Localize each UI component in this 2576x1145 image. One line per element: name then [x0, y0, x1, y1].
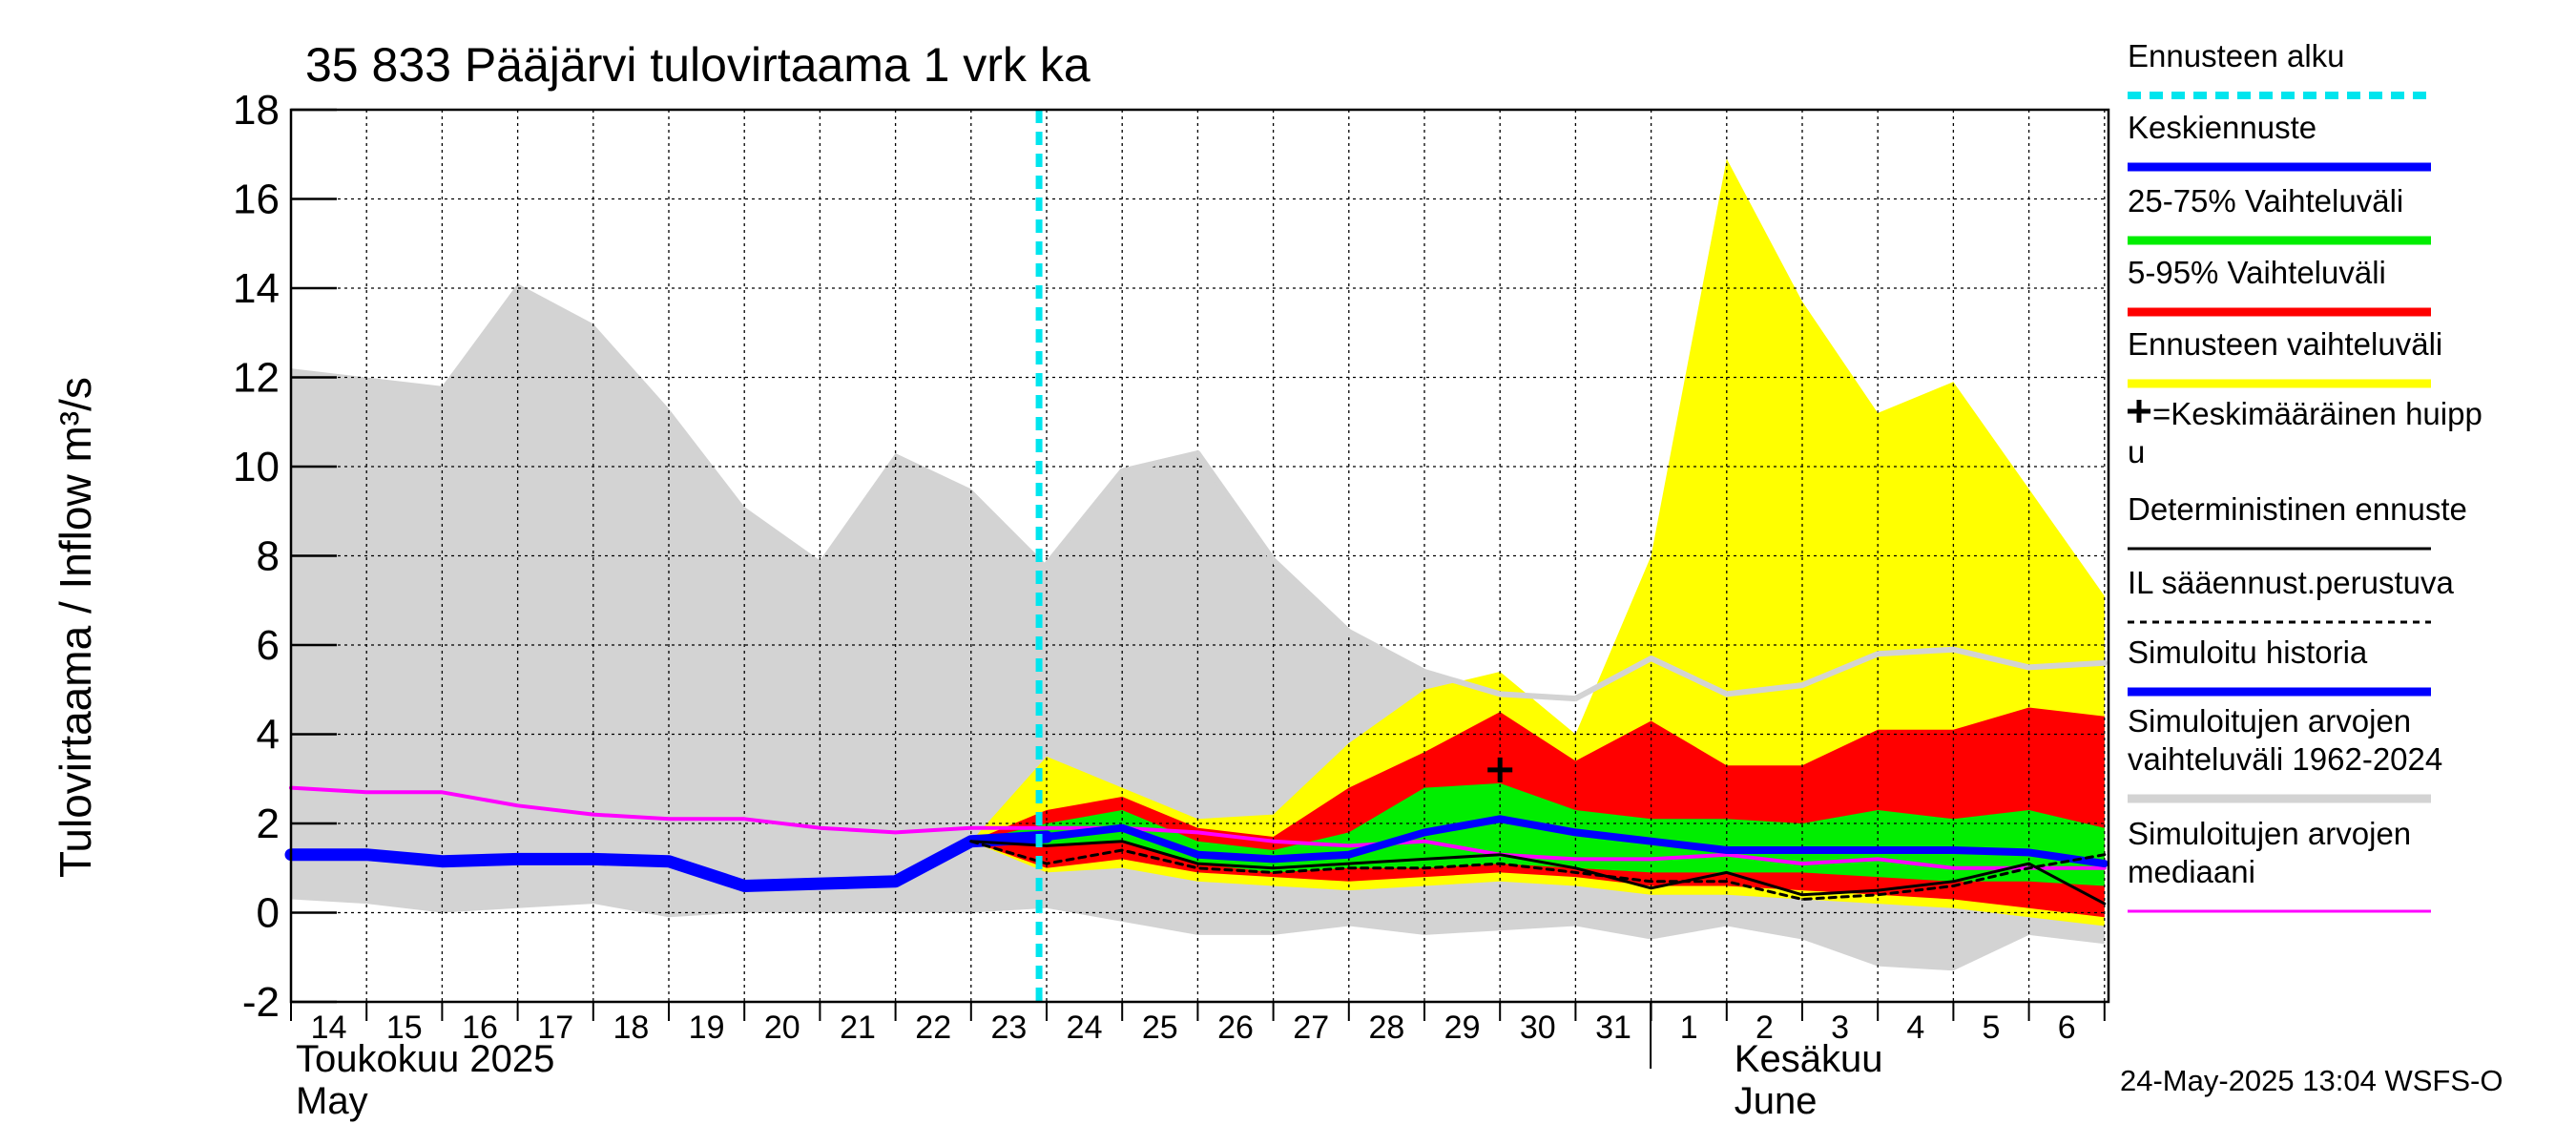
legend-item: Keskiennuste [2128, 110, 2431, 172]
x-tick-label: 6 [2058, 1010, 2076, 1046]
x-tick-label: 30 [1520, 1010, 1556, 1046]
legend-item: Ennusteen vaihteluväli [2128, 326, 2442, 388]
x-tick-label: 18 [613, 1010, 649, 1046]
x-tick-label: 19 [689, 1010, 725, 1046]
legend-item: Ennusteen alku [2128, 38, 2431, 99]
y-tick-label: 16 [233, 177, 280, 223]
x-tick-label: 2 [1755, 1010, 1774, 1046]
x-tick-label: 28 [1368, 1010, 1404, 1046]
chart-title: 35 833 Pääjärvi tulovirtaama 1 vrk ka [305, 38, 1091, 92]
y-tick-label: 8 [257, 533, 280, 580]
legend-label-line2: vaihteluväli 1962-2024 [2128, 741, 2442, 777]
x-tick-label: 4 [1906, 1010, 1924, 1046]
legend-label: Simuloitu historia [2128, 635, 2368, 670]
x-tick-label: 16 [462, 1010, 498, 1046]
month-label: Kesäkuu [1735, 1038, 1883, 1080]
x-tick-label: 5 [1983, 1010, 2001, 1046]
x-tick-label: 3 [1831, 1010, 1849, 1046]
y-tick-label: 2 [257, 801, 280, 847]
x-tick-label: 27 [1293, 1010, 1329, 1046]
legend-label-line2: mediaani [2128, 854, 2255, 889]
legend-item: Simuloitu historia [2128, 635, 2431, 697]
x-tick-label: 1 [1680, 1010, 1698, 1046]
legend-label: Ennusteen alku [2128, 38, 2345, 73]
y-axis-label: Tulovirtaama / Inflow m³/s [51, 377, 100, 878]
y-tick-label: 4 [257, 712, 280, 759]
x-tick-label: 14 [311, 1010, 347, 1046]
legend-label: 5-95% Vaihteluväli [2128, 255, 2386, 290]
legend-label: Deterministinen ennuste [2128, 491, 2467, 527]
legend-label: IL sääennust.perustuva [2128, 565, 2454, 600]
y-tick-label: 12 [233, 355, 280, 402]
legend-item: Deterministinen ennuste [2128, 491, 2467, 551]
month-label-english: June [1735, 1080, 1818, 1122]
median-line [289, 785, 2107, 870]
mean-forecast-line [1043, 815, 2109, 868]
x-tick-label: 22 [915, 1010, 951, 1046]
y-tick-label: -2 [242, 979, 280, 1026]
month-label: Toukokuu 2025 [296, 1038, 554, 1080]
legend-label: Simuloitujen arvojen [2128, 816, 2411, 851]
y-tick-label: 10 [233, 444, 280, 490]
legend-label: =Keskimääräinen huipp [2152, 396, 2483, 431]
simulated-range-upper-line [1044, 450, 2108, 702]
y-tick-label: 14 [233, 265, 280, 312]
x-tick-label: 26 [1217, 1010, 1254, 1046]
x-tick-label: 20 [764, 1010, 800, 1046]
legend-label: 25-75% Vaihteluväli [2128, 183, 2403, 219]
legend-label: Simuloitujen arvojen [2128, 703, 2411, 739]
x-tick-label: 24 [1067, 1010, 1103, 1046]
simulated-history-line [284, 830, 1053, 892]
x-tick-label: 21 [840, 1010, 876, 1046]
y-tick-label: 6 [257, 622, 280, 669]
deterministic-forecast-line [969, 840, 2107, 906]
x-tick-label: 25 [1142, 1010, 1178, 1046]
legend-item: IL sääennust.perustuva [2128, 565, 2454, 624]
il-forecast-line [969, 840, 2107, 901]
x-tick-label: 15 [386, 1010, 423, 1046]
legend-label: Keskiennuste [2128, 110, 2316, 145]
legend-label-line2: u [2128, 434, 2145, 469]
legend-item: 25-75% Vaihteluväli [2128, 183, 2431, 245]
legend: Ennusteen alku Keskiennuste 25-75% Vaihtel… [2128, 38, 2483, 913]
legend-item: 5-95% Vaihteluväli [2128, 255, 2431, 317]
peak-marker [1487, 757, 1513, 782]
y-tick-label: 0 [257, 890, 280, 937]
y-tick-label: 18 [233, 87, 280, 134]
footer-timestamp: 24-May-2025 13:04 WSFS-O [2120, 1064, 2503, 1097]
month-label-english: May [296, 1080, 368, 1122]
x-tick-label: 17 [537, 1010, 573, 1046]
legend-marker [2128, 400, 2150, 423]
x-tick-label: 31 [1595, 1010, 1631, 1046]
x-tick-label: 29 [1444, 1010, 1481, 1046]
x-tick-label: 23 [990, 1010, 1027, 1046]
legend-label: Ennusteen vaihteluväli [2128, 326, 2442, 362]
